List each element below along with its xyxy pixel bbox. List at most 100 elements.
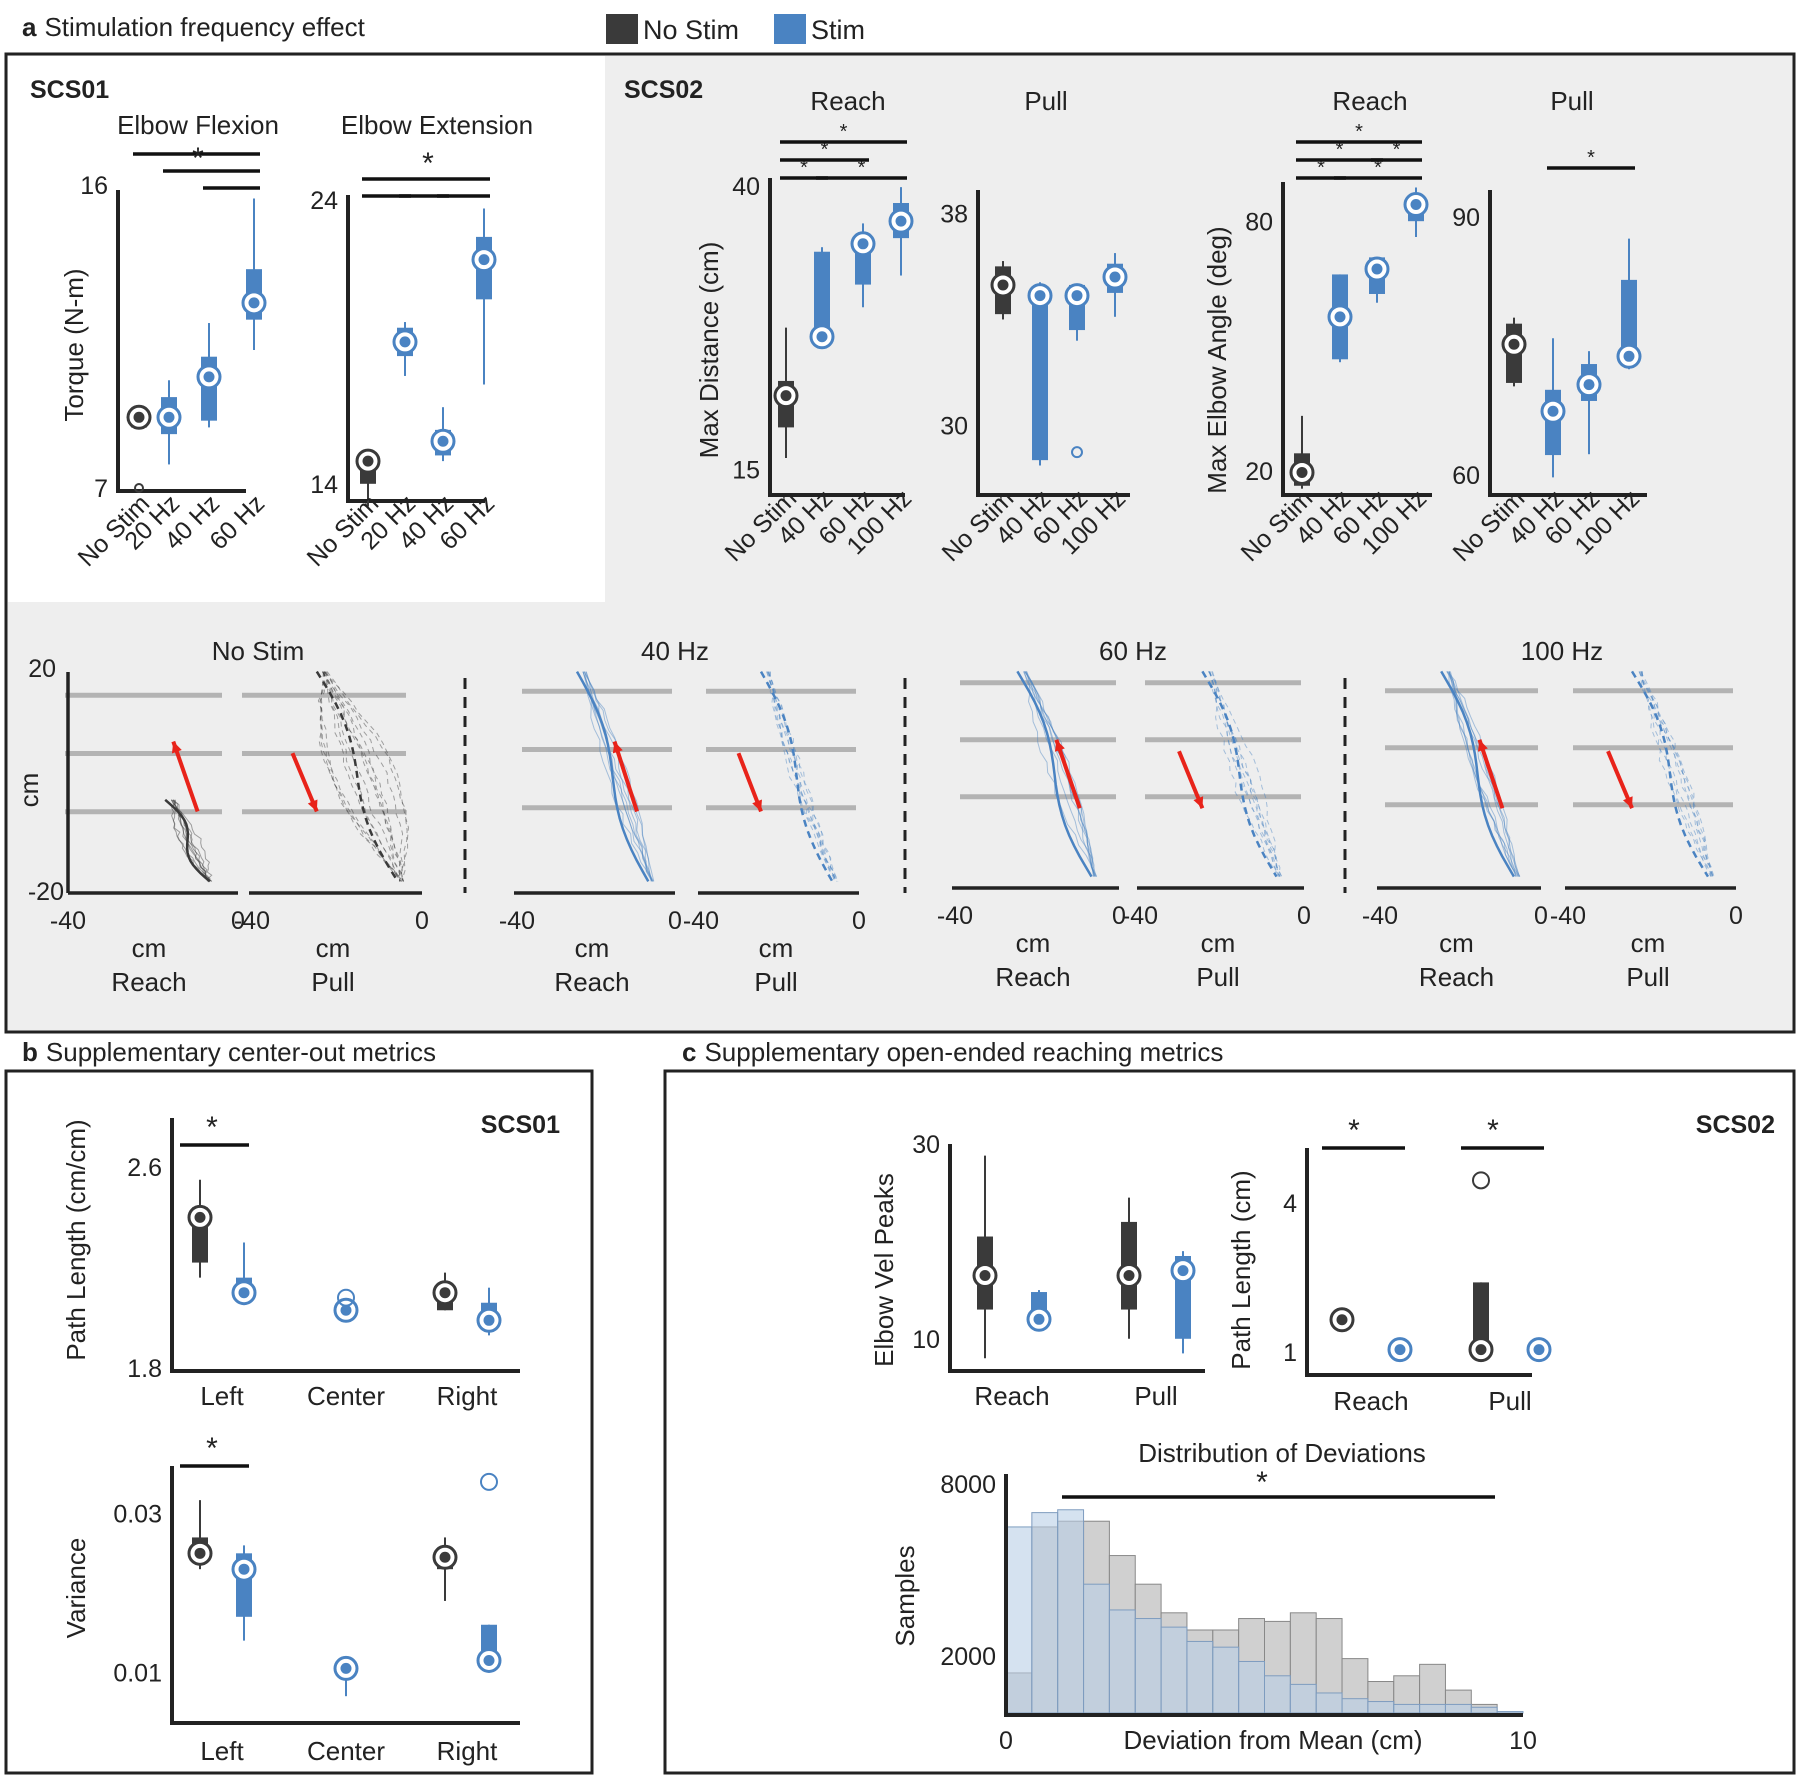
condition-title: 60 Hz [1099,636,1167,666]
trajectory-trace [585,671,653,882]
stim-box [196,323,222,428]
trajectory-trace [582,671,653,882]
nostim-box [1501,317,1527,387]
outlier-point [480,1472,498,1491]
histogram-bar-stim [1393,1703,1421,1714]
median-dot [816,331,828,343]
stim-box [333,1655,359,1697]
histogram-bar-stim [1212,1646,1240,1714]
y-tick-label: 16 [80,172,108,200]
path-length-b-chart: 1.8 2.6 Path Length (cm/cm) Left Center Right… [61,1111,520,1411]
median-dot [483,1654,495,1666]
movement-label: Pull [1196,962,1239,992]
x-axis-label: cm [1439,928,1474,958]
significance-star: * [1317,157,1325,179]
legend-swatch-stim [774,14,806,44]
y-tick-label: 20 [1245,458,1273,486]
nostim-box [432,1537,458,1601]
reach-trajectory-plot: -40 0 cm Reach 20 -20 cm [14,655,245,997]
x-axis-label: cm [316,933,351,963]
y-tick-label: 2000 [940,1643,996,1671]
x-axis-label: Deviation from Mean (cm) [1123,1725,1422,1755]
nostim-box [1289,415,1315,489]
y-tick-label: 14 [310,471,338,499]
y-axis-label: Max Distance (cm) [694,242,724,459]
histogram-bar-stim [1083,1583,1110,1714]
x-tick-label: -40 [499,907,535,935]
y-tick-label: 8000 [940,1471,996,1499]
pull-trajectory-plot: -40 0 cm Pull [683,670,866,997]
y-tick-label: 38 [940,200,968,228]
stim-box [1616,238,1642,370]
trajectory-trace [172,799,213,882]
median-dot [133,411,145,423]
x-tick-label: Center [307,1736,385,1766]
x-tick-label: Left [200,1736,244,1766]
stim-box [1027,282,1053,466]
direction-arrow-head [1477,739,1488,752]
histogram-bar-stim [1419,1703,1446,1714]
trajectory-trace [324,671,404,882]
stim-box [1540,338,1566,478]
x-tick-label: Right [437,1381,498,1411]
median-dot [1623,350,1635,362]
panel-a-frame [4,52,1796,1034]
significance-star: * [840,121,848,143]
nostim-box [187,1179,213,1278]
trajectory-trace [319,671,403,882]
significance-star: * [1487,1114,1499,1147]
stim-box [392,322,418,376]
y-tick-label: 15 [732,456,760,484]
iqr-box [814,251,830,337]
median-dot [399,336,411,348]
x-tick-label: Pull [1134,1381,1177,1411]
trajectory-trace [1209,671,1279,877]
significance-star: * [206,1432,218,1465]
panel-c-header: c Supplementary open-ended reaching metri… [682,1037,1223,1067]
legend: No Stim Stim [606,14,865,45]
y-tick-label: 2.6 [127,1154,162,1182]
y-tick-label: 60 [1452,462,1480,490]
trajectory-trace [769,671,837,882]
histogram-bar-stim [1470,1706,1498,1714]
significance-star: * [192,142,204,175]
stim-box [809,247,835,350]
stim-box [241,198,267,350]
stim-box [476,1287,502,1336]
trajectory-trace [1211,671,1281,877]
stim-box [156,380,182,465]
y-tick-label: 24 [310,187,338,215]
y-tick-label: 0.01 [113,1659,162,1687]
trajectory-trace [1641,671,1712,877]
panel-a-scs01-area [8,56,605,602]
stim-box [1170,1251,1196,1354]
trajectory-trace [1640,671,1712,877]
median-dot [238,1287,250,1299]
y-tick-label: 1.8 [127,1355,162,1383]
legend-label-stim: Stim [811,15,865,45]
trajectory-trace [325,671,401,882]
trajectory-trace [585,671,655,882]
trajectory-trace [1023,671,1095,877]
trajectory-trace [1209,671,1281,877]
mean-trajectory [1630,670,1710,878]
x-tick-label: 0 [1297,902,1311,930]
chart-title: Pull [1550,86,1593,116]
y-tick-label: 30 [912,1131,940,1159]
trajectory-trace [1448,671,1520,877]
median-dot [194,1547,206,1559]
histogram-bar-stim [1444,1703,1472,1714]
panel-a-header: a Stimulation frequency effect [22,12,366,42]
median-dot [1533,1344,1545,1356]
chart-title: Elbow Extension [341,110,533,140]
median-dot [1034,290,1046,302]
panel-a-title: Stimulation frequency effect [44,12,365,42]
nostim-box [432,1272,458,1311]
x-tick-label: Right [437,1736,498,1766]
stim-box [231,1545,257,1641]
stim-box [1064,283,1090,459]
nostim-box [972,1155,998,1359]
mean-trajectory [1201,670,1278,878]
significance-star: * [1393,139,1401,161]
significance-star: * [1587,147,1595,169]
